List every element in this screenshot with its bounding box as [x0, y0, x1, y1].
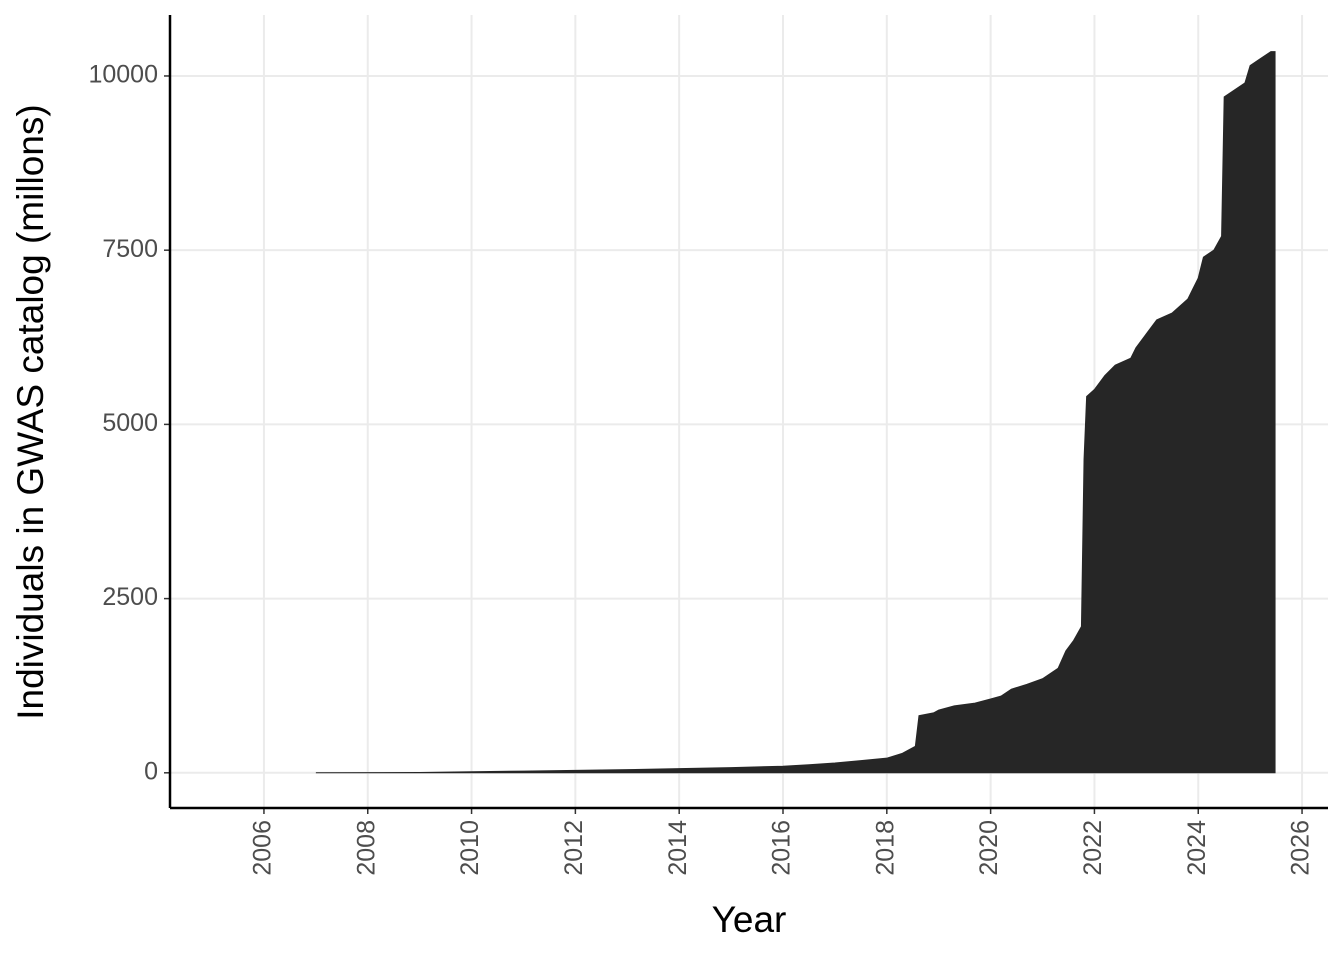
x-tick-label: 2018: [871, 820, 899, 876]
y-tick-label: 2500: [102, 583, 158, 611]
x-tick-label: 2026: [1287, 820, 1315, 876]
y-tick-label: 5000: [102, 409, 158, 437]
x-tick-label: 2016: [768, 820, 796, 876]
y-tick-label: 0: [144, 757, 158, 785]
x-tick-label: 2006: [249, 820, 277, 876]
x-tick-label: 2020: [975, 820, 1003, 876]
x-axis-title: Year: [712, 899, 787, 940]
x-tick-label: 2012: [560, 820, 588, 876]
y-axis-title: Individuals in GWAS catalog (millons): [10, 104, 51, 720]
y-tick-label: 10000: [88, 61, 158, 89]
x-tick-label: 2010: [456, 820, 484, 876]
x-tick-label: 2024: [1183, 820, 1211, 876]
area: [315, 51, 1276, 774]
x-tick-label: 2008: [352, 820, 380, 876]
x-tick-label: 2022: [1079, 820, 1107, 876]
y-tick-label: 7500: [102, 235, 158, 263]
x-tick-label: 2014: [664, 820, 692, 876]
